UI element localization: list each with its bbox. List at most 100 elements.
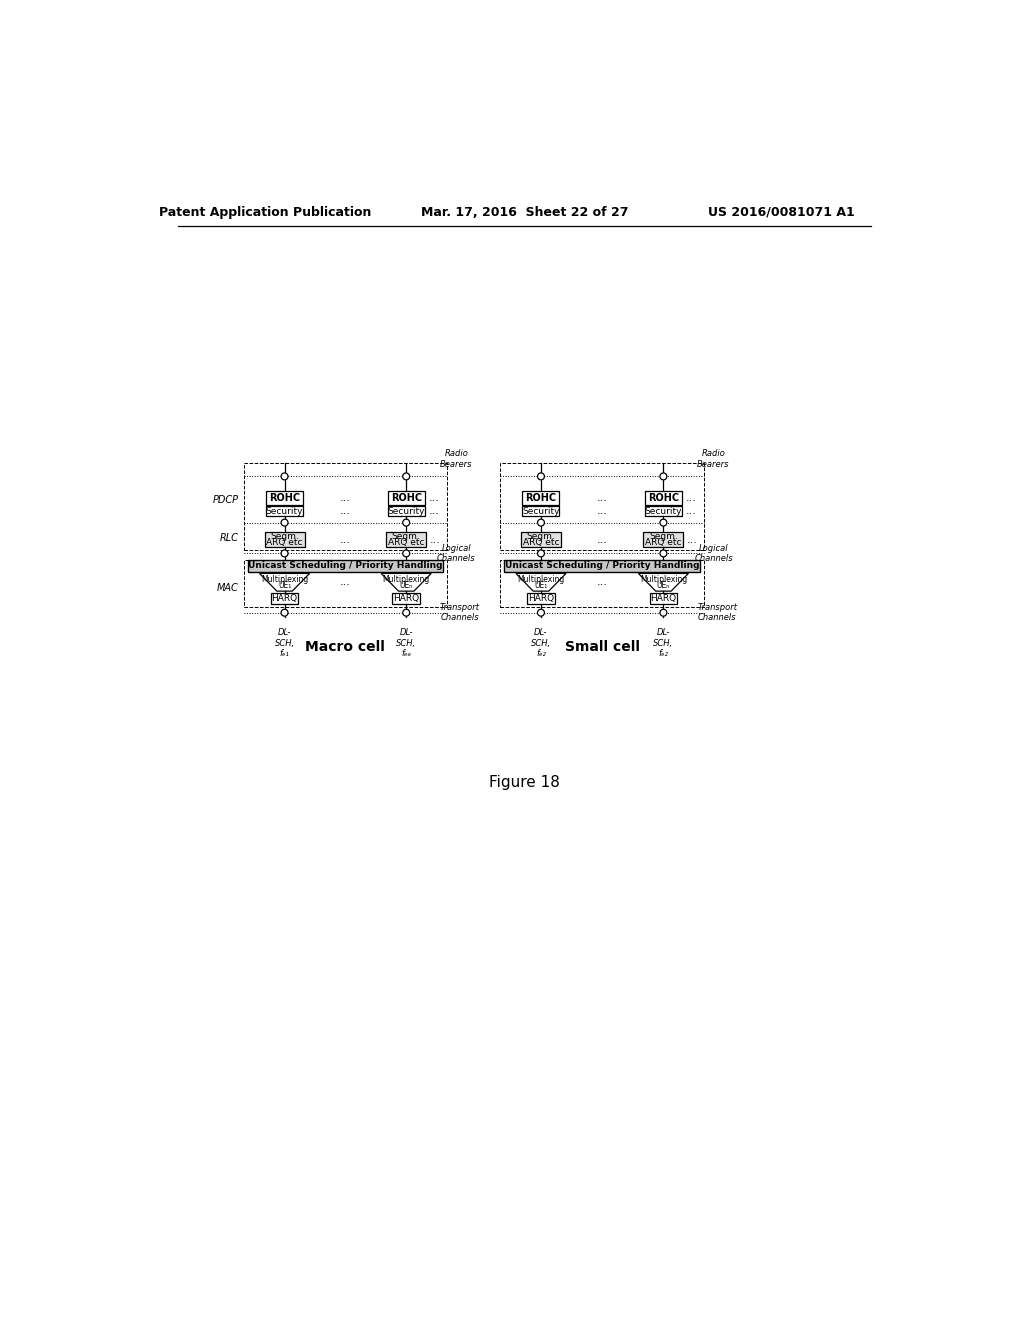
Polygon shape bbox=[638, 573, 688, 591]
Bar bbox=[388, 506, 425, 516]
Text: HARQ: HARQ bbox=[528, 594, 554, 603]
Text: ...: ... bbox=[687, 535, 698, 545]
Text: ...: ... bbox=[340, 577, 351, 587]
Circle shape bbox=[282, 473, 288, 480]
Text: DL-
SCH,
fₑ₁: DL- SCH, fₑ₁ bbox=[274, 628, 295, 657]
Text: UEₙ: UEₙ bbox=[399, 581, 413, 590]
Text: ...: ... bbox=[597, 506, 607, 516]
Text: Security: Security bbox=[387, 507, 425, 516]
Bar bbox=[266, 491, 303, 506]
Circle shape bbox=[282, 550, 288, 557]
Polygon shape bbox=[381, 573, 431, 591]
Text: ...: ... bbox=[686, 506, 696, 516]
Text: ...: ... bbox=[597, 492, 607, 503]
Bar bbox=[522, 506, 559, 516]
Text: HARQ: HARQ bbox=[393, 594, 419, 603]
Text: Mar. 17, 2016  Sheet 22 of 27: Mar. 17, 2016 Sheet 22 of 27 bbox=[421, 206, 629, 219]
Text: ARQ etc: ARQ etc bbox=[388, 539, 425, 546]
Text: ...: ... bbox=[340, 535, 351, 545]
Bar bbox=[264, 532, 304, 548]
Circle shape bbox=[402, 610, 410, 616]
Text: Macro cell: Macro cell bbox=[305, 640, 385, 655]
Text: ...: ... bbox=[428, 506, 439, 516]
Bar bbox=[386, 532, 426, 548]
Polygon shape bbox=[259, 573, 309, 591]
Text: ...: ... bbox=[597, 535, 607, 545]
Text: DL-
SCH,
fₑₔ: DL- SCH, fₑₔ bbox=[396, 628, 417, 657]
Text: Multiplexing: Multiplexing bbox=[261, 574, 308, 583]
Text: ROHC: ROHC bbox=[648, 492, 679, 503]
Text: Logical
Channels: Logical Channels bbox=[694, 544, 733, 564]
Text: RLC: RLC bbox=[219, 533, 239, 543]
Bar bbox=[527, 594, 555, 605]
Text: Radio
Bearers: Radio Bearers bbox=[697, 449, 730, 469]
Bar bbox=[392, 594, 420, 605]
Text: Security: Security bbox=[266, 507, 303, 516]
Text: Segm.: Segm. bbox=[526, 532, 555, 541]
Circle shape bbox=[402, 519, 410, 527]
Text: ROHC: ROHC bbox=[391, 492, 422, 503]
Bar bbox=[522, 491, 559, 506]
Text: ROHC: ROHC bbox=[525, 492, 556, 503]
Text: Multiplexing: Multiplexing bbox=[517, 574, 564, 583]
Circle shape bbox=[538, 473, 545, 480]
Bar bbox=[244, 560, 447, 607]
Text: Transport
Channels: Transport Channels bbox=[440, 603, 480, 623]
Circle shape bbox=[538, 519, 545, 527]
Text: DL-
SCH,
fₑ₂: DL- SCH, fₑ₂ bbox=[530, 628, 551, 657]
Circle shape bbox=[282, 519, 288, 527]
Text: Transport
Channels: Transport Channels bbox=[697, 603, 737, 623]
Text: MAC: MAC bbox=[217, 583, 239, 593]
Text: ARQ etc: ARQ etc bbox=[645, 539, 682, 546]
Bar bbox=[266, 506, 303, 516]
Text: ...: ... bbox=[430, 535, 441, 545]
Bar bbox=[248, 560, 443, 572]
Text: HARQ: HARQ bbox=[271, 594, 298, 603]
Bar bbox=[244, 462, 447, 550]
Bar bbox=[645, 491, 682, 506]
Text: Radio
Bearers: Radio Bearers bbox=[440, 449, 473, 469]
Circle shape bbox=[282, 610, 288, 616]
Circle shape bbox=[538, 550, 545, 557]
Text: Segm.: Segm. bbox=[649, 532, 678, 541]
Text: Multiplexing: Multiplexing bbox=[640, 574, 687, 583]
Text: UEₙ: UEₙ bbox=[656, 581, 670, 590]
Text: Patent Application Publication: Patent Application Publication bbox=[159, 206, 372, 219]
Text: Unicast Scheduling / Priority Handling: Unicast Scheduling / Priority Handling bbox=[248, 561, 442, 570]
Bar bbox=[504, 560, 700, 572]
Text: UE₁: UE₁ bbox=[535, 581, 548, 590]
Text: ...: ... bbox=[340, 492, 351, 503]
Text: Segm.: Segm. bbox=[270, 532, 299, 541]
Text: Unicast Scheduling / Priority Handling: Unicast Scheduling / Priority Handling bbox=[505, 561, 699, 570]
Circle shape bbox=[659, 550, 667, 557]
Circle shape bbox=[659, 610, 667, 616]
Bar bbox=[500, 560, 705, 607]
Text: Security: Security bbox=[645, 507, 682, 516]
Text: ...: ... bbox=[340, 506, 351, 516]
Text: ...: ... bbox=[686, 492, 696, 503]
Text: HARQ: HARQ bbox=[650, 594, 677, 603]
Text: Security: Security bbox=[522, 507, 560, 516]
Polygon shape bbox=[516, 573, 566, 591]
Text: ...: ... bbox=[428, 492, 439, 503]
Circle shape bbox=[659, 519, 667, 527]
Text: UE₁: UE₁ bbox=[278, 581, 291, 590]
Circle shape bbox=[538, 610, 545, 616]
Text: ...: ... bbox=[597, 577, 607, 587]
Circle shape bbox=[402, 473, 410, 480]
Text: ROHC: ROHC bbox=[269, 492, 300, 503]
Text: ARQ etc: ARQ etc bbox=[266, 539, 303, 546]
Text: Logical
Channels: Logical Channels bbox=[437, 544, 475, 564]
Text: Figure 18: Figure 18 bbox=[489, 775, 560, 789]
Bar bbox=[643, 532, 683, 548]
Text: Small cell: Small cell bbox=[564, 640, 640, 655]
Text: DL-
SCH,
fₑ₂: DL- SCH, fₑ₂ bbox=[653, 628, 674, 657]
Circle shape bbox=[402, 550, 410, 557]
Circle shape bbox=[659, 473, 667, 480]
Bar bbox=[649, 594, 677, 605]
Bar bbox=[645, 506, 682, 516]
Bar bbox=[521, 532, 561, 548]
Text: Multiplexing: Multiplexing bbox=[383, 574, 430, 583]
Text: PDCP: PDCP bbox=[212, 495, 239, 504]
Text: ARQ etc: ARQ etc bbox=[522, 539, 559, 546]
